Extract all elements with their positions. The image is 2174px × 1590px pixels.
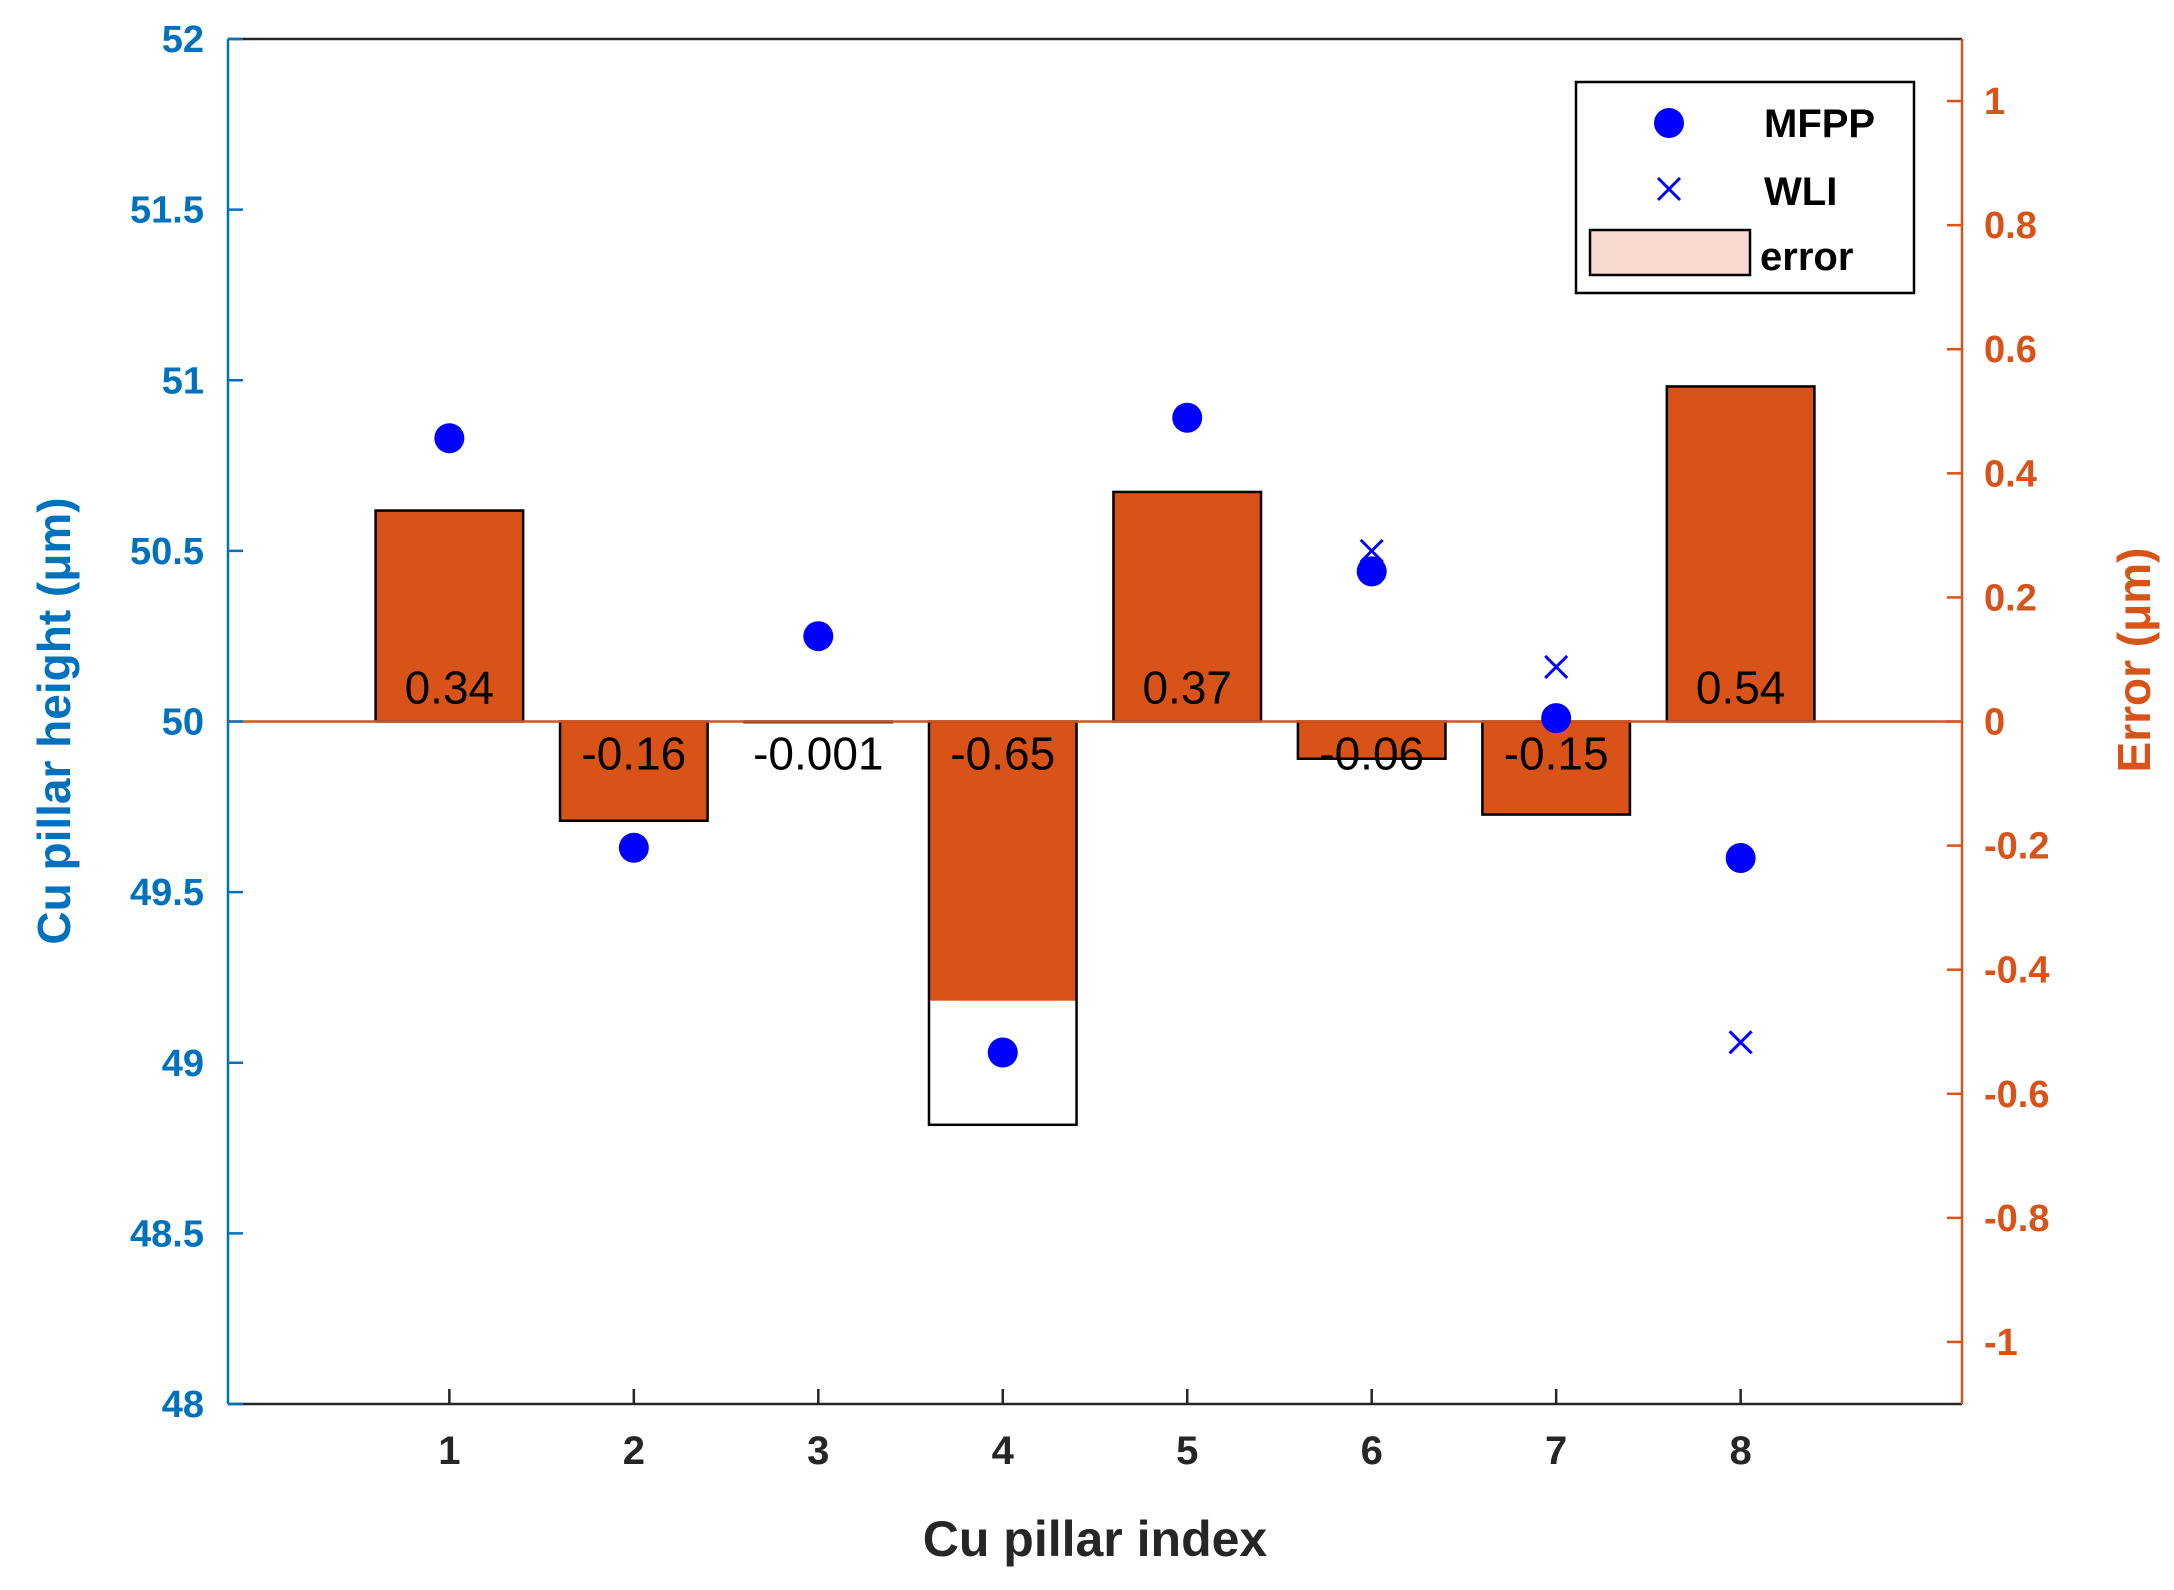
mfpp-point bbox=[618, 832, 649, 863]
right-y-tick-label: -0.2 bbox=[1984, 826, 2049, 868]
x-axis-label: Cu pillar index bbox=[923, 1511, 1268, 1567]
mfpp-point bbox=[803, 621, 834, 652]
left-y-tick-label: 48 bbox=[162, 1384, 204, 1426]
x-tick-label: 4 bbox=[992, 1429, 1015, 1473]
x-tick-label: 1 bbox=[438, 1429, 460, 1473]
right-y-tick-label: 0 bbox=[1984, 702, 2005, 744]
left-y-tick-label: 50.5 bbox=[130, 531, 204, 573]
x-ticks: 1 2 3 4 5 6 7 8 bbox=[438, 1389, 1752, 1473]
right-y-tick-label: 0.8 bbox=[1984, 205, 2037, 247]
mfpp-point bbox=[1725, 843, 1756, 873]
wli-point bbox=[1728, 1030, 1753, 1055]
x-tick-label: 5 bbox=[1176, 1429, 1198, 1473]
x-tick-label: 8 bbox=[1730, 1429, 1752, 1473]
mfpp-point bbox=[987, 1037, 1018, 1068]
x-tick-label: 6 bbox=[1361, 1429, 1383, 1473]
error-bar-fill bbox=[928, 721, 1077, 1001]
bar-value-label: -0.15 bbox=[1504, 728, 1609, 780]
mfpp-point bbox=[1541, 703, 1572, 734]
bar-value-label: -0.001 bbox=[753, 728, 883, 780]
left-y-tick-label: 51 bbox=[162, 360, 204, 402]
legend-wli-label: WLI bbox=[1764, 170, 1837, 214]
left-y-tick-label: 50 bbox=[162, 702, 204, 744]
legend-error-swatch bbox=[1588, 228, 1752, 277]
bar-value-label: -0.65 bbox=[950, 728, 1055, 780]
error-bar bbox=[1112, 490, 1263, 723]
mfpp-point bbox=[1356, 556, 1387, 587]
wli-point bbox=[1544, 654, 1569, 679]
left-y-tick-label: 48.5 bbox=[130, 1213, 204, 1255]
legend-mfpp-label: MFPP bbox=[1764, 102, 1875, 146]
bar-value-label: -0.06 bbox=[1319, 728, 1424, 780]
bar-labels-group: 0.34 -0.16 -0.001 -0.65 0.37 -0.06 -0.15 0.54 bbox=[405, 662, 1786, 780]
left-y-tick-label: 49 bbox=[162, 1043, 204, 1085]
wli-point bbox=[1359, 538, 1384, 563]
legend-error-label: error bbox=[1760, 235, 1853, 279]
legend: MFPP WLI error bbox=[1574, 80, 1916, 295]
left-y-axis-label: Cu pillar height (μm) bbox=[28, 497, 80, 944]
left-y-ticks: 48 48.5 49 49.5 50 50.5 51 51.5 52 bbox=[130, 19, 243, 1426]
bar-value-label: 0.34 bbox=[405, 662, 495, 714]
legend-mfpp-marker bbox=[1654, 108, 1684, 138]
right-y-tick-label: -0.6 bbox=[1984, 1074, 2049, 1116]
x-tick-label: 2 bbox=[623, 1429, 645, 1473]
right-y-tick-label: -0.8 bbox=[1984, 1198, 2049, 1240]
legend-wli-marker bbox=[1656, 176, 1682, 202]
right-y-tick-label: 0.2 bbox=[1984, 577, 2037, 619]
left-y-tick-label: 51.5 bbox=[130, 190, 204, 232]
right-y-tick-label: 1 bbox=[1984, 81, 2005, 123]
bar-value-label: -0.16 bbox=[581, 728, 686, 780]
left-y-tick-label: 49.5 bbox=[130, 872, 204, 914]
right-y-axis-label: Error (μm) bbox=[2108, 548, 2160, 773]
error-bar bbox=[558, 720, 709, 823]
right-y-tick-label: -0.4 bbox=[1984, 950, 2049, 992]
mfpp-point bbox=[1172, 402, 1203, 433]
mfpp-point bbox=[434, 423, 465, 454]
right-y-tick-label: -1 bbox=[1984, 1322, 2018, 1364]
x-tick-label: 7 bbox=[1545, 1429, 1567, 1473]
left-y-tick-label: 52 bbox=[162, 19, 204, 61]
error-bars-group bbox=[374, 385, 1816, 1127]
error-bar bbox=[1296, 720, 1447, 760]
right-y-ticks: -1 -0.8 -0.6 -0.4 -0.2 0 0.2 0.4 0.6 0.8 1 bbox=[1947, 81, 2049, 1364]
x-tick-label: 3 bbox=[807, 1429, 829, 1473]
bar-value-label: 0.37 bbox=[1142, 662, 1232, 714]
bar-value-label: 0.54 bbox=[1696, 662, 1786, 714]
markers-group bbox=[434, 402, 1756, 1068]
error-bar bbox=[1481, 720, 1632, 816]
right-y-tick-label: 0.6 bbox=[1984, 329, 2037, 371]
right-y-tick-label: 0.4 bbox=[1984, 453, 2037, 495]
